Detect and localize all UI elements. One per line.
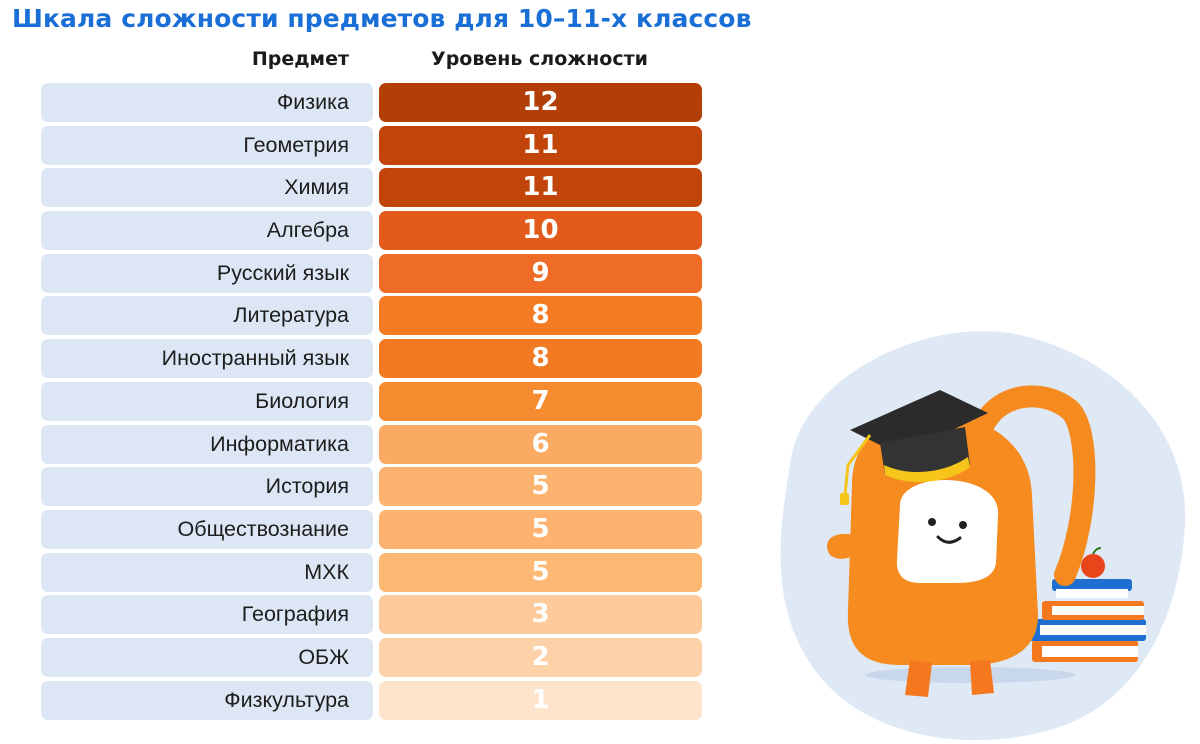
table-row: Алгебра 10 — [41, 211, 703, 251]
difficulty-bar: 5 — [379, 467, 702, 507]
backpack-mascot-illustration — [780, 331, 1186, 741]
subject-label: География — [41, 595, 373, 635]
difficulty-bar: 2 — [379, 637, 702, 677]
book-stack-icon — [1028, 547, 1146, 662]
subject-label: История — [41, 467, 373, 507]
table-row: Иностранный язык 8 — [41, 339, 703, 379]
difficulty-bar: 7 — [379, 381, 702, 421]
table-row: МХК 5 — [41, 552, 703, 592]
difficulty-bar: 6 — [379, 424, 702, 464]
table-row: Информатика 6 — [41, 424, 703, 464]
difficulty-bar: 12 — [379, 83, 702, 122]
graduation-cap-icon — [840, 390, 988, 505]
table-row: Физика 12 — [41, 83, 703, 122]
chart-title: Шкала сложности предметов для 10–11-х кл… — [12, 4, 752, 33]
subject-label: МХК — [41, 552, 373, 592]
difficulty-bar: 8 — [379, 296, 702, 336]
table-row: География 3 — [41, 595, 703, 635]
difficulty-bar: 8 — [379, 339, 702, 379]
table-row: Биология 7 — [41, 381, 703, 421]
subject-label: Физкультура — [41, 680, 373, 720]
subject-column-header: Предмет — [251, 48, 349, 70]
table-row: ОБЖ 2 — [41, 637, 703, 677]
difficulty-bar: 11 — [379, 168, 702, 208]
level-column-header: Уровень сложности — [431, 48, 648, 70]
table-row: Физкультура 1 — [41, 680, 703, 720]
subject-label: Геометрия — [41, 125, 373, 165]
subject-label: Физика — [41, 83, 373, 122]
table-row: Обществознание 5 — [41, 509, 703, 549]
table-row: Химия 11 — [41, 168, 703, 208]
subject-label: Русский язык — [41, 253, 373, 293]
difficulty-bar: 1 — [379, 680, 702, 720]
difficulty-table: Физика 12 Геометрия 11 Химия 11 Алгебра 10 Русск… — [41, 83, 703, 723]
table-row: Русский язык 9 — [41, 253, 703, 293]
subject-label: Иностранный язык — [41, 339, 373, 379]
subject-label: Химия — [41, 168, 373, 208]
difficulty-bar: 5 — [379, 552, 702, 592]
difficulty-bar: 11 — [379, 125, 702, 165]
difficulty-bar: 3 — [379, 595, 702, 635]
subject-label: Литература — [41, 296, 373, 336]
table-row: Геометрия 11 — [41, 125, 703, 165]
table-row: Литература 8 — [41, 296, 703, 336]
difficulty-bar: 5 — [379, 509, 702, 549]
table-row: История 5 — [41, 467, 703, 507]
subject-label: Биология — [41, 381, 373, 421]
subject-label: Обществознание — [41, 509, 373, 549]
subject-label: Информатика — [41, 424, 373, 464]
subject-label: ОБЖ — [41, 637, 373, 677]
difficulty-bar: 9 — [379, 253, 702, 293]
difficulty-bar: 10 — [379, 211, 702, 251]
subject-label: Алгебра — [41, 211, 373, 251]
